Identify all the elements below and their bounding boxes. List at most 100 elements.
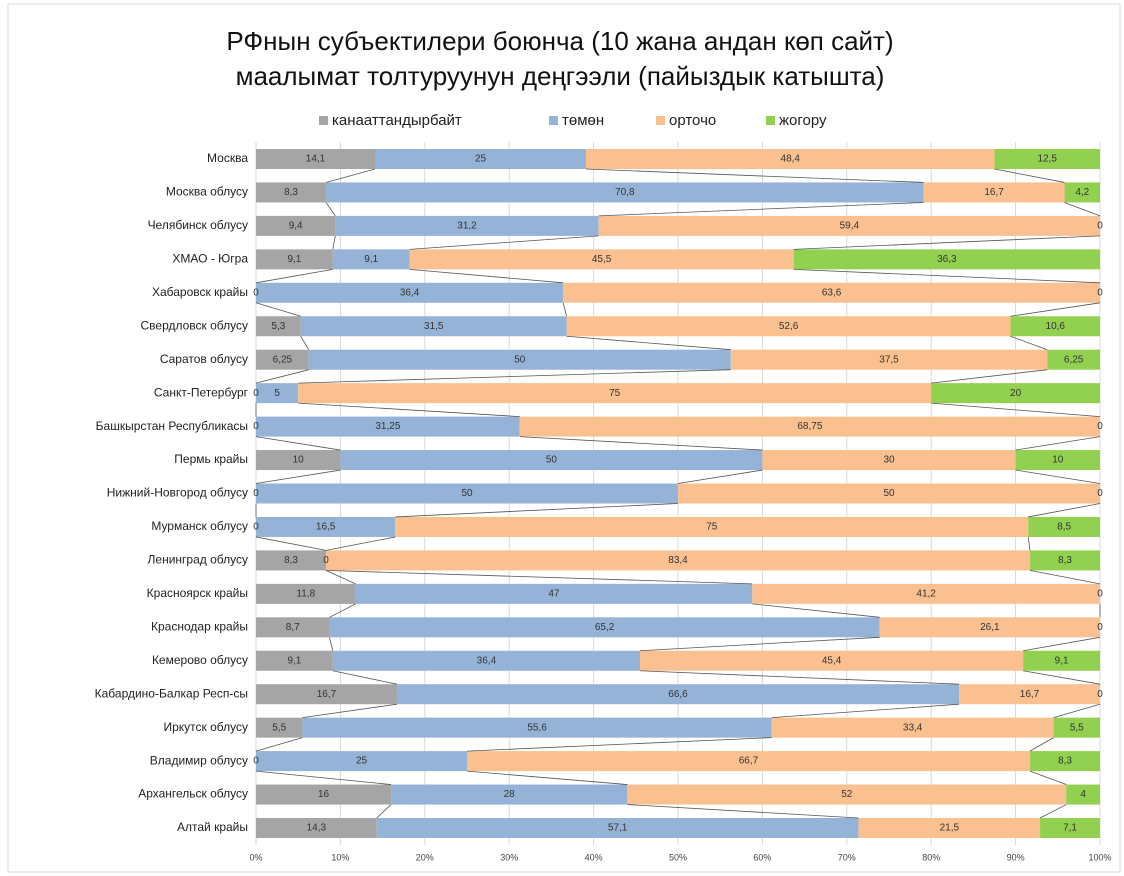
bar-segment	[355, 583, 753, 604]
x-tick-label: 0%	[249, 852, 262, 862]
bar-segment	[1029, 550, 1100, 571]
bar-segment	[256, 818, 377, 838]
series-line	[300, 336, 310, 350]
x-tick-label: 30%	[500, 852, 518, 862]
series-line	[255, 737, 303, 752]
data-label: 9,1	[364, 254, 378, 265]
data-label: 6,25	[1064, 354, 1084, 365]
bar-segment	[256, 383, 299, 404]
series-line	[325, 168, 376, 183]
data-label: 0	[253, 488, 259, 499]
x-tick-label: 90%	[1007, 852, 1025, 862]
data-label: 20	[1010, 388, 1022, 399]
bar-segment	[298, 383, 932, 404]
data-label: 83,4	[668, 555, 688, 566]
series-line	[519, 436, 763, 451]
bar-segment	[256, 583, 356, 604]
series-line	[326, 570, 753, 585]
bar-segment	[256, 416, 520, 437]
series-line	[1029, 737, 1054, 752]
category-label: Кабардино-Балкар Респ-сы	[95, 686, 248, 700]
bar-segment	[519, 416, 1100, 437]
data-label: 9,1	[1055, 655, 1069, 666]
series-line	[1015, 469, 1101, 484]
series-line	[325, 202, 336, 217]
category-label: Красноярск крайы	[147, 586, 248, 600]
series-line	[1015, 436, 1101, 451]
data-label: 5	[274, 388, 280, 399]
bar-segment	[1066, 784, 1100, 805]
data-label: 25	[356, 756, 368, 767]
series-line	[466, 737, 772, 752]
data-label: 5,3	[271, 321, 285, 332]
series-line	[255, 369, 309, 384]
bar-segment	[858, 818, 1041, 838]
series-line	[302, 703, 398, 719]
data-label: 10	[1052, 455, 1064, 466]
bar-segment	[395, 516, 1029, 537]
bar-segment	[627, 784, 1067, 805]
category-label: Хабаровск крайы	[152, 285, 248, 299]
series-line	[1027, 536, 1031, 551]
data-label: 0	[323, 555, 329, 566]
data-label: 16,7	[317, 689, 337, 700]
category-label: Краснодар крайы	[151, 619, 248, 633]
bar-segment	[1040, 818, 1100, 838]
x-tick-label: 40%	[585, 852, 603, 862]
series-line	[255, 536, 327, 551]
series-line	[752, 603, 880, 618]
data-label: 48,4	[781, 154, 801, 165]
series-line	[329, 637, 334, 651]
series-line	[1010, 302, 1101, 317]
data-label: 0	[253, 388, 259, 399]
category-label: Свердловск облусу	[141, 318, 249, 332]
category-label: Алтай крайы	[177, 820, 248, 834]
bar-segment	[1053, 717, 1100, 738]
bar-segment	[793, 249, 1100, 270]
series-line	[255, 302, 301, 317]
data-label: 4,2	[1075, 187, 1089, 198]
series-line	[1064, 202, 1101, 217]
series-line	[298, 402, 520, 417]
legend-swatch	[319, 116, 328, 125]
category-label: Владимир облусу	[150, 753, 248, 767]
category-label: Москва	[207, 151, 248, 165]
series-line	[329, 603, 356, 618]
x-tick-label: 20%	[416, 852, 434, 862]
data-label: 66,6	[668, 689, 688, 700]
series-line	[771, 703, 960, 719]
x-tick-label: 50%	[669, 852, 687, 862]
bar-segment	[256, 149, 376, 169]
data-label: 52	[841, 789, 853, 800]
bar-segment	[256, 516, 396, 537]
series-line	[793, 268, 1101, 284]
bar-segment	[256, 550, 327, 571]
legend-label: төмөн	[562, 112, 604, 129]
legend-label: орточо	[669, 112, 716, 129]
bar-segment	[332, 650, 641, 671]
bar-segment	[879, 617, 1100, 638]
category-label: Саратов облусу	[160, 352, 248, 366]
series-line	[598, 202, 924, 217]
bar-segment	[308, 349, 731, 370]
series-line	[1010, 335, 1048, 351]
bar-segment	[752, 583, 1100, 604]
series-line	[332, 235, 336, 250]
data-label: 0	[1097, 689, 1103, 700]
category-label: Архангельск облусу	[138, 787, 248, 801]
bar-segment	[376, 818, 859, 838]
bar-segment	[1064, 182, 1100, 203]
bar-segment	[563, 282, 1100, 303]
data-label: 31,5	[424, 321, 444, 332]
series-line	[931, 369, 1048, 384]
data-label: 8,5	[1057, 522, 1071, 533]
bar-segment	[931, 383, 1100, 404]
bar-segment	[256, 182, 327, 203]
series-line	[1039, 804, 1067, 819]
series-line	[1029, 570, 1101, 585]
bar-segment	[302, 717, 772, 738]
category-label: ХМАО - Югра	[172, 252, 248, 266]
bar-segment	[256, 784, 392, 805]
bar-segment	[256, 483, 678, 504]
